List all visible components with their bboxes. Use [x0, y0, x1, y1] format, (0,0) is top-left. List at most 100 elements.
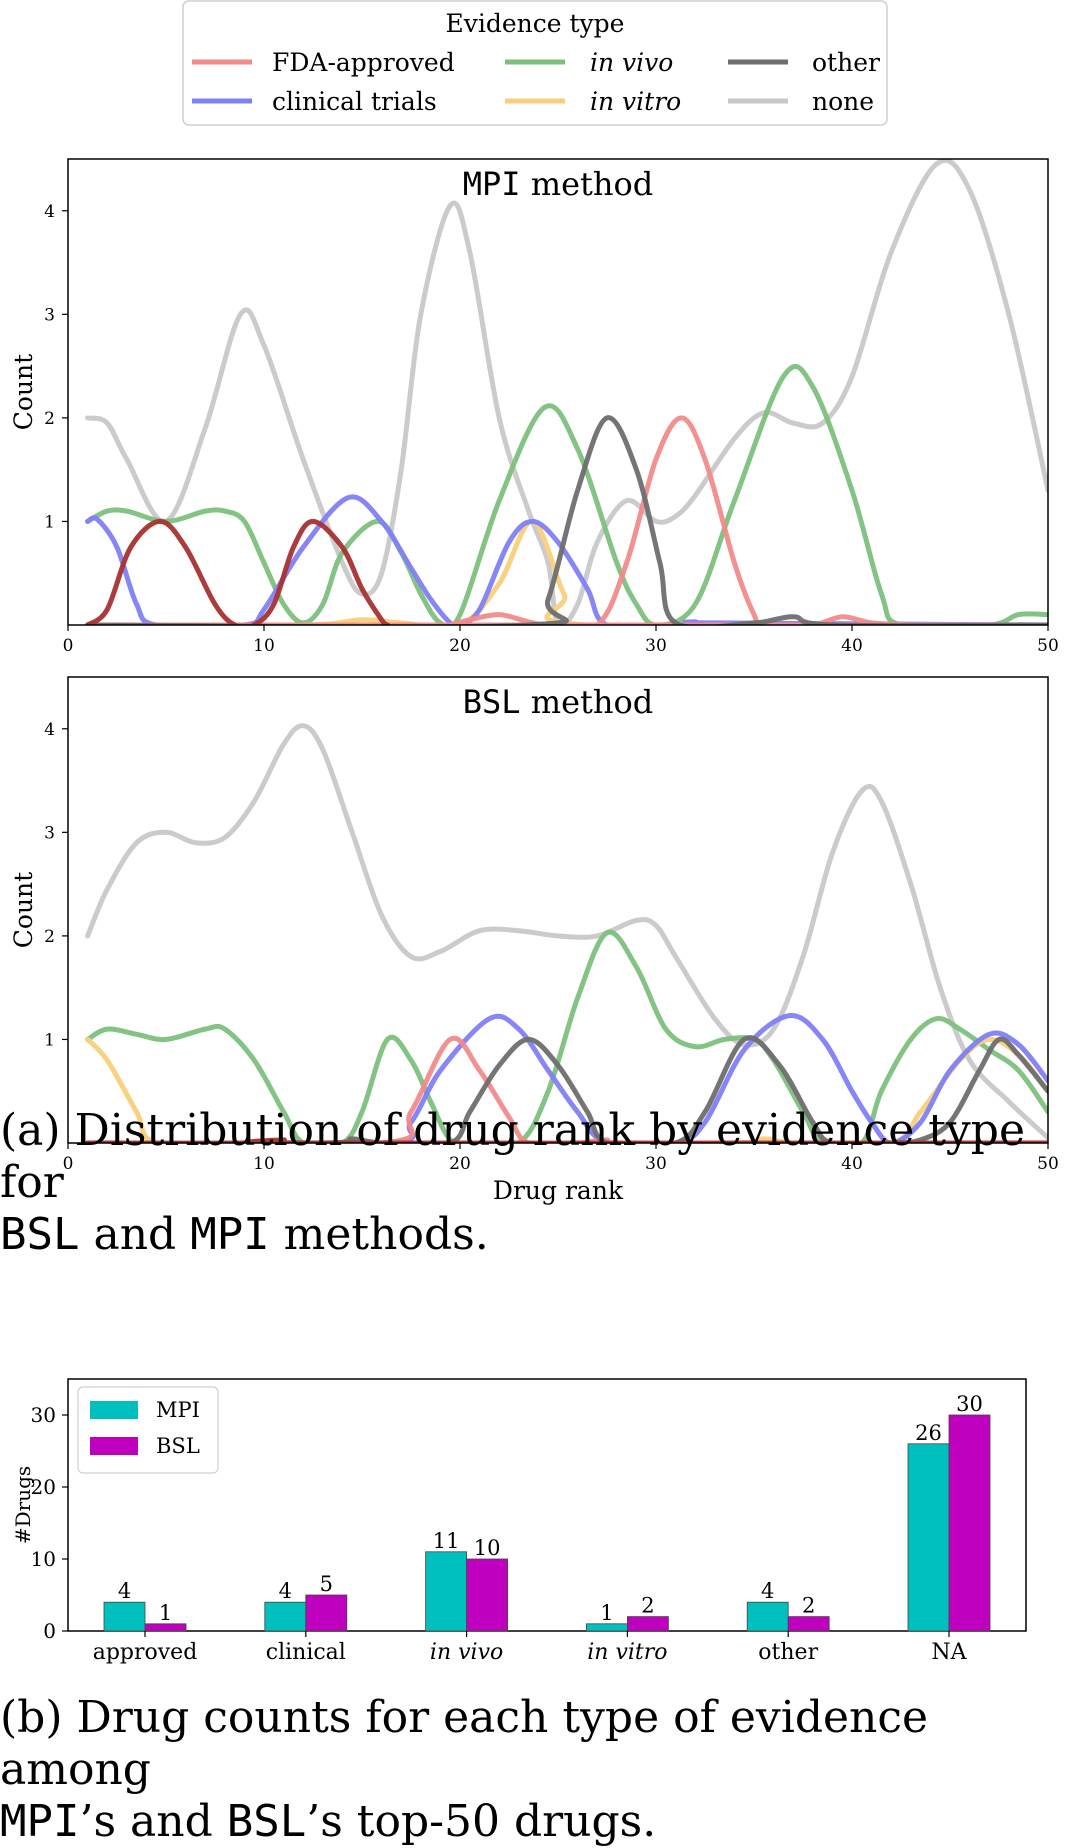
caption-a-line2: BSL and MPI methods.	[0, 1209, 1072, 1261]
x-tick-label: 30	[645, 636, 667, 656]
panel-title-suffix: method	[521, 683, 654, 721]
caption-a: (a) Distribution of drug rank by evidenc…	[0, 1105, 1072, 1261]
caption-b-bsl: BSL	[226, 1796, 307, 1847]
panel-title: MPI method	[463, 165, 653, 203]
bar-panel: 4 1 approved 4 5 clinical 11 10 in vivo 1 2 in vitr…	[11, 1378, 1027, 1665]
bar-x-tick-label-in-vivo: in vivo	[430, 1640, 503, 1665]
bar-value-bsl-in-vivo: 10	[474, 1536, 501, 1560]
y-axis-label: Count	[9, 872, 38, 948]
bar-value-mpi-in-vivo: 11	[433, 1529, 460, 1553]
bar-mpi-na	[907, 1443, 950, 1632]
series-line-dark-red-overlap-	[85, 518, 390, 625]
x-tick-label: 40	[841, 636, 863, 656]
series-line-none	[85, 723, 1048, 1141]
series-group	[85, 723, 1048, 1143]
y-tick-label: 2	[44, 927, 55, 947]
axes-frame	[67, 676, 1049, 1144]
legend-label-in-vivo: in vivo	[590, 48, 673, 77]
legend-label-none: none	[812, 87, 874, 116]
legend-label-fda-approved: FDA-approved	[272, 48, 455, 77]
bar-y-tick-label: 10	[31, 1547, 56, 1571]
series-line-in-vivo	[85, 363, 1048, 625]
series-line-clinical-trials	[85, 1013, 1048, 1143]
y-tick-label: 2	[44, 409, 55, 429]
y-tick-label: 1	[44, 1030, 55, 1050]
bar-x-tick-label-in-vitro: in vitro	[587, 1640, 667, 1665]
bar-y-tick-label: 20	[31, 1475, 56, 1499]
x-tick-label: 20	[449, 636, 471, 656]
legend-label-other: other	[812, 48, 880, 77]
series-line-none	[85, 159, 1048, 625]
series-line-dark-red-overlap-	[85, 1137, 1048, 1143]
bar-mpi-other	[746, 1601, 789, 1632]
bar-axes-frame	[67, 1378, 1027, 1632]
bar-value-mpi-clinical: 4	[279, 1579, 292, 1603]
bar-bsl-other	[787, 1616, 830, 1632]
figure: Evidence type FDA-approved clinical trials…	[9, 0, 1059, 1665]
caption-a-mpi: MPI	[190, 1209, 270, 1260]
caption-b-mid: ’s and	[79, 1796, 227, 1847]
caption-a-bsl: BSL	[0, 1209, 80, 1260]
bar-bsl-approved	[144, 1623, 187, 1632]
legend-label-clinical-trials: clinical trials	[272, 87, 437, 116]
series-line-in-vivo	[85, 929, 1048, 1143]
legend: Evidence type FDA-approved clinical trials…	[182, 0, 888, 126]
x-tick-label: 20	[449, 1154, 471, 1174]
series-group	[85, 159, 1048, 625]
y-tick-label: 4	[44, 202, 55, 222]
x-tick-label: 10	[253, 636, 275, 656]
bar-value-mpi-other: 4	[761, 1579, 774, 1603]
x-tick-label: 0	[63, 1154, 74, 1174]
bar-mpi-in-vitro	[586, 1623, 628, 1632]
bar-y-tick-label: 0	[43, 1619, 56, 1643]
bar-value-bsl-clinical: 5	[320, 1572, 333, 1596]
bar-x-tick-label-approved: approved	[93, 1640, 198, 1665]
caption-b-mpi: MPI	[0, 1796, 80, 1847]
bar-value-bsl-approved: 1	[159, 1601, 172, 1625]
bar-value-mpi-approved: 4	[118, 1579, 131, 1603]
bar-value-bsl-in-vitro: 2	[641, 1594, 654, 1618]
bar-legend-swatch-mpi	[90, 1401, 138, 1419]
x-axis-label: Drug rank	[493, 1176, 624, 1205]
bar-bsl-in-vitro	[627, 1616, 669, 1632]
caption-b-line2: MPI’s and BSL’s top-50 drugs.	[0, 1796, 1072, 1848]
bar-mpi-in-vivo	[425, 1551, 468, 1632]
legend-title: Evidence type	[446, 9, 625, 38]
caption-a-suffix: methods.	[269, 1209, 489, 1260]
bar-x-tick-label-na: NA	[931, 1640, 967, 1665]
caption-b-line1: (b) Drug counts for each type of evidenc…	[0, 1692, 929, 1795]
x-tick-label: 50	[1037, 636, 1059, 656]
x-tick-label: 30	[645, 1154, 667, 1174]
bar-legend-swatch-bsl	[90, 1437, 138, 1455]
x-tick-label: 40	[841, 1154, 863, 1174]
axes-frame	[67, 158, 1049, 626]
legend-label-in-vitro: in vitro	[590, 87, 681, 116]
x-tick-label: 10	[253, 1154, 275, 1174]
y-tick-label: 3	[44, 305, 55, 325]
y-tick-label: 1	[44, 512, 55, 532]
caption-a-and: and	[79, 1209, 191, 1260]
bar-x-tick-label-other: other	[758, 1640, 818, 1665]
x-tick-label: 0	[63, 636, 74, 656]
panel-title-method: BSL	[463, 683, 521, 721]
caption-a-line1: (a) Distribution of drug rank by evidenc…	[0, 1105, 1025, 1208]
y-tick-label: 4	[44, 720, 55, 740]
line-panel-bsl: 0 10 20 30 40 50 1 2 3 4 Count Drug rank BSL method	[9, 676, 1059, 1205]
bar-value-mpi-in-vitro: 1	[600, 1601, 613, 1625]
bar-value-bsl-na: 30	[956, 1392, 983, 1416]
y-tick-label: 3	[44, 823, 55, 843]
bar-bsl-in-vivo	[466, 1558, 509, 1632]
bar-value-mpi-na: 26	[915, 1421, 942, 1445]
panel-title-method: MPI	[463, 165, 521, 203]
x-tick-label: 50	[1037, 1154, 1059, 1174]
bar-mpi-clinical	[264, 1601, 307, 1632]
y-axis-label: Count	[9, 354, 38, 430]
panel-title: BSL method	[463, 683, 653, 721]
series-line-in-vitro	[85, 518, 1048, 625]
bar-legend: MPI BSL	[77, 1386, 219, 1474]
series-line-other	[85, 415, 1048, 625]
bar-bsl-clinical	[305, 1594, 348, 1632]
line-panel-mpi: 0 10 20 30 40 50 1 2 3 4 Count MPI method	[9, 158, 1059, 656]
bar-x-tick-label-clinical: clinical	[266, 1640, 346, 1665]
bar-y-tick-label: 30	[31, 1403, 56, 1427]
